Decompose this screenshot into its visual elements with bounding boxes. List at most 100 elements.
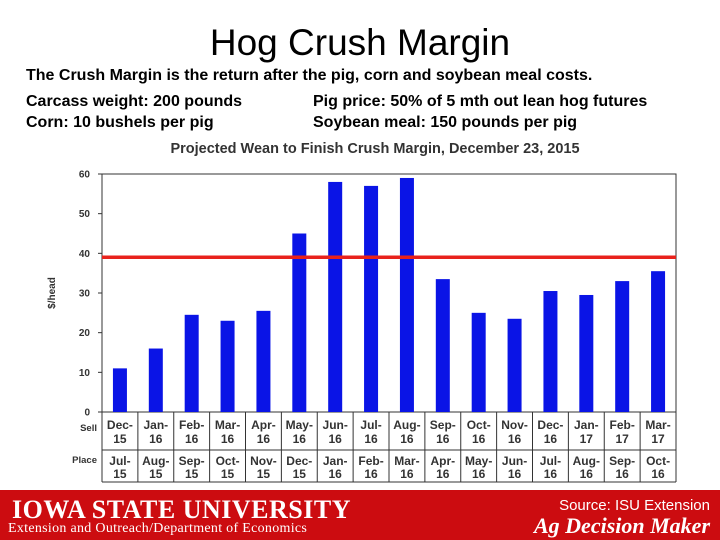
place-month-label: Jul- xyxy=(540,454,561,468)
sell-month-label: Feb- xyxy=(610,418,635,432)
place-year-label: 16 xyxy=(472,467,486,481)
place-year-label: 15 xyxy=(293,467,307,481)
y-tick-label: 60 xyxy=(79,170,91,181)
sell-month-label: Jun- xyxy=(323,418,348,432)
sell-year-label: 16 xyxy=(185,432,199,446)
bar xyxy=(220,320,235,412)
sell-month-label: May- xyxy=(286,418,313,432)
sell-month-label: Jul- xyxy=(360,418,381,432)
place-month-label: Dec- xyxy=(286,454,312,468)
place-month-label: Sep- xyxy=(609,454,635,468)
place-year-label: 16 xyxy=(616,467,630,481)
bar xyxy=(651,271,666,412)
y-tick-label: 20 xyxy=(79,328,91,339)
chart-bars xyxy=(112,177,666,412)
y-tick-label: 30 xyxy=(79,289,91,300)
place-month-label: Aug- xyxy=(142,454,169,468)
sell-month-label: Mar- xyxy=(215,418,240,432)
bar xyxy=(148,348,163,412)
sell-month-label: Mar- xyxy=(645,418,670,432)
sell-year-label: 16 xyxy=(364,432,378,446)
chart-title: Projected Wean to Finish Crush Margin, D… xyxy=(170,141,579,157)
source-note: Source: ISU Extension xyxy=(559,497,710,514)
footer-bar xyxy=(0,490,720,540)
bar xyxy=(435,279,450,412)
sell-year-label: 16 xyxy=(508,432,522,446)
sell-year-label: 17 xyxy=(651,432,665,446)
place-year-label: 15 xyxy=(221,467,235,481)
slide-title: Hog Crush Margin xyxy=(209,22,511,63)
bar xyxy=(112,368,127,412)
sell-month-label: Jan- xyxy=(143,418,168,432)
sell-year-label: 16 xyxy=(329,432,343,446)
sell-month-label: Aug- xyxy=(393,418,420,432)
place-year-label: 15 xyxy=(149,467,163,481)
bar xyxy=(399,177,414,412)
sell-month-label: Nov- xyxy=(501,418,528,432)
place-month-label: Aug- xyxy=(573,454,600,468)
place-year-label: 15 xyxy=(257,467,271,481)
place-year-label: 16 xyxy=(580,467,594,481)
sell-month-label: Apr- xyxy=(251,418,276,432)
sell-month-label: Dec- xyxy=(107,418,133,432)
bar xyxy=(292,233,307,412)
place-month-label: Apr- xyxy=(430,454,455,468)
bar xyxy=(364,185,379,412)
bar xyxy=(184,314,199,412)
crush-margin-definition: The Crush Margin is the return after the… xyxy=(26,67,593,84)
bar xyxy=(328,181,343,412)
place-month-label: Jan- xyxy=(323,454,348,468)
sell-month-label: Jan- xyxy=(574,418,599,432)
y-axis-label: $/head xyxy=(47,277,58,309)
place-month-label: Jun- xyxy=(502,454,527,468)
place-year-label: 16 xyxy=(436,467,450,481)
place-year-label: 16 xyxy=(508,467,522,481)
place-month-label: Jul- xyxy=(109,454,130,468)
sell-year-label: 15 xyxy=(113,432,127,446)
bar xyxy=(256,310,271,412)
y-tick-label: 50 xyxy=(79,209,91,220)
sell-year-label: 17 xyxy=(616,432,630,446)
place-month-label: Nov- xyxy=(250,454,277,468)
place-month-label: Oct- xyxy=(216,454,240,468)
sell-year-label: 16 xyxy=(293,432,307,446)
chart-x-labels: SellPlaceDec-15Jan-16Feb-16Mar-16Apr-16M… xyxy=(72,418,671,481)
row-label-sell: Sell xyxy=(80,423,97,434)
sell-year-label: 16 xyxy=(149,432,163,446)
place-month-label: May- xyxy=(465,454,492,468)
sell-year-label: 16 xyxy=(544,432,558,446)
department-name: Extension and Outreach/Department of Eco… xyxy=(8,521,308,536)
sell-year-label: 16 xyxy=(221,432,235,446)
corn-note: Corn: 10 bushels per pig xyxy=(26,114,214,131)
sell-month-label: Sep- xyxy=(430,418,456,432)
place-month-label: Oct- xyxy=(646,454,670,468)
sell-year-label: 16 xyxy=(436,432,450,446)
place-year-label: 16 xyxy=(364,467,378,481)
ag-decision-maker-logo: Ag Decision Maker xyxy=(534,513,710,538)
bar xyxy=(543,291,558,412)
bar xyxy=(471,312,486,412)
sell-year-label: 17 xyxy=(580,432,594,446)
place-month-label: Sep- xyxy=(179,454,205,468)
sell-year-label: 16 xyxy=(400,432,414,446)
university-logo: IOWA STATE UNIVERSITY xyxy=(12,495,351,524)
place-year-label: 16 xyxy=(544,467,558,481)
place-year-label: 16 xyxy=(329,467,343,481)
place-year-label: 15 xyxy=(113,467,127,481)
place-year-label: 15 xyxy=(185,467,199,481)
place-year-label: 16 xyxy=(400,467,414,481)
place-year-label: 16 xyxy=(651,467,665,481)
sell-year-label: 16 xyxy=(257,432,271,446)
soybean-meal-note: Soybean meal: 150 pounds per pig xyxy=(313,114,578,131)
bar xyxy=(507,318,522,412)
crush-margin-chart: Projected Wean to Finish Crush Margin, D… xyxy=(47,141,677,483)
y-tick-label: 0 xyxy=(84,408,90,419)
place-month-label: Feb- xyxy=(358,454,383,468)
sell-month-label: Feb- xyxy=(179,418,204,432)
sell-month-label: Oct- xyxy=(467,418,491,432)
place-month-label: Mar- xyxy=(394,454,419,468)
sell-year-label: 16 xyxy=(472,432,486,446)
row-label-place: Place xyxy=(72,455,97,466)
y-tick-label: 40 xyxy=(79,249,91,260)
bar xyxy=(615,281,630,412)
